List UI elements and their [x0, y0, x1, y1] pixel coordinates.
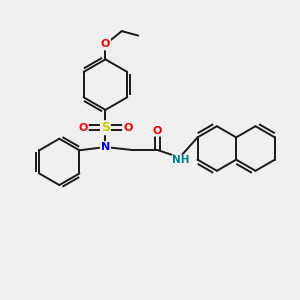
Text: O: O: [123, 123, 132, 133]
Text: O: O: [153, 126, 162, 136]
Text: O: O: [101, 40, 110, 50]
Text: NH: NH: [172, 155, 190, 165]
Text: N: N: [101, 142, 110, 152]
Text: S: S: [101, 121, 110, 134]
Text: O: O: [78, 123, 88, 133]
